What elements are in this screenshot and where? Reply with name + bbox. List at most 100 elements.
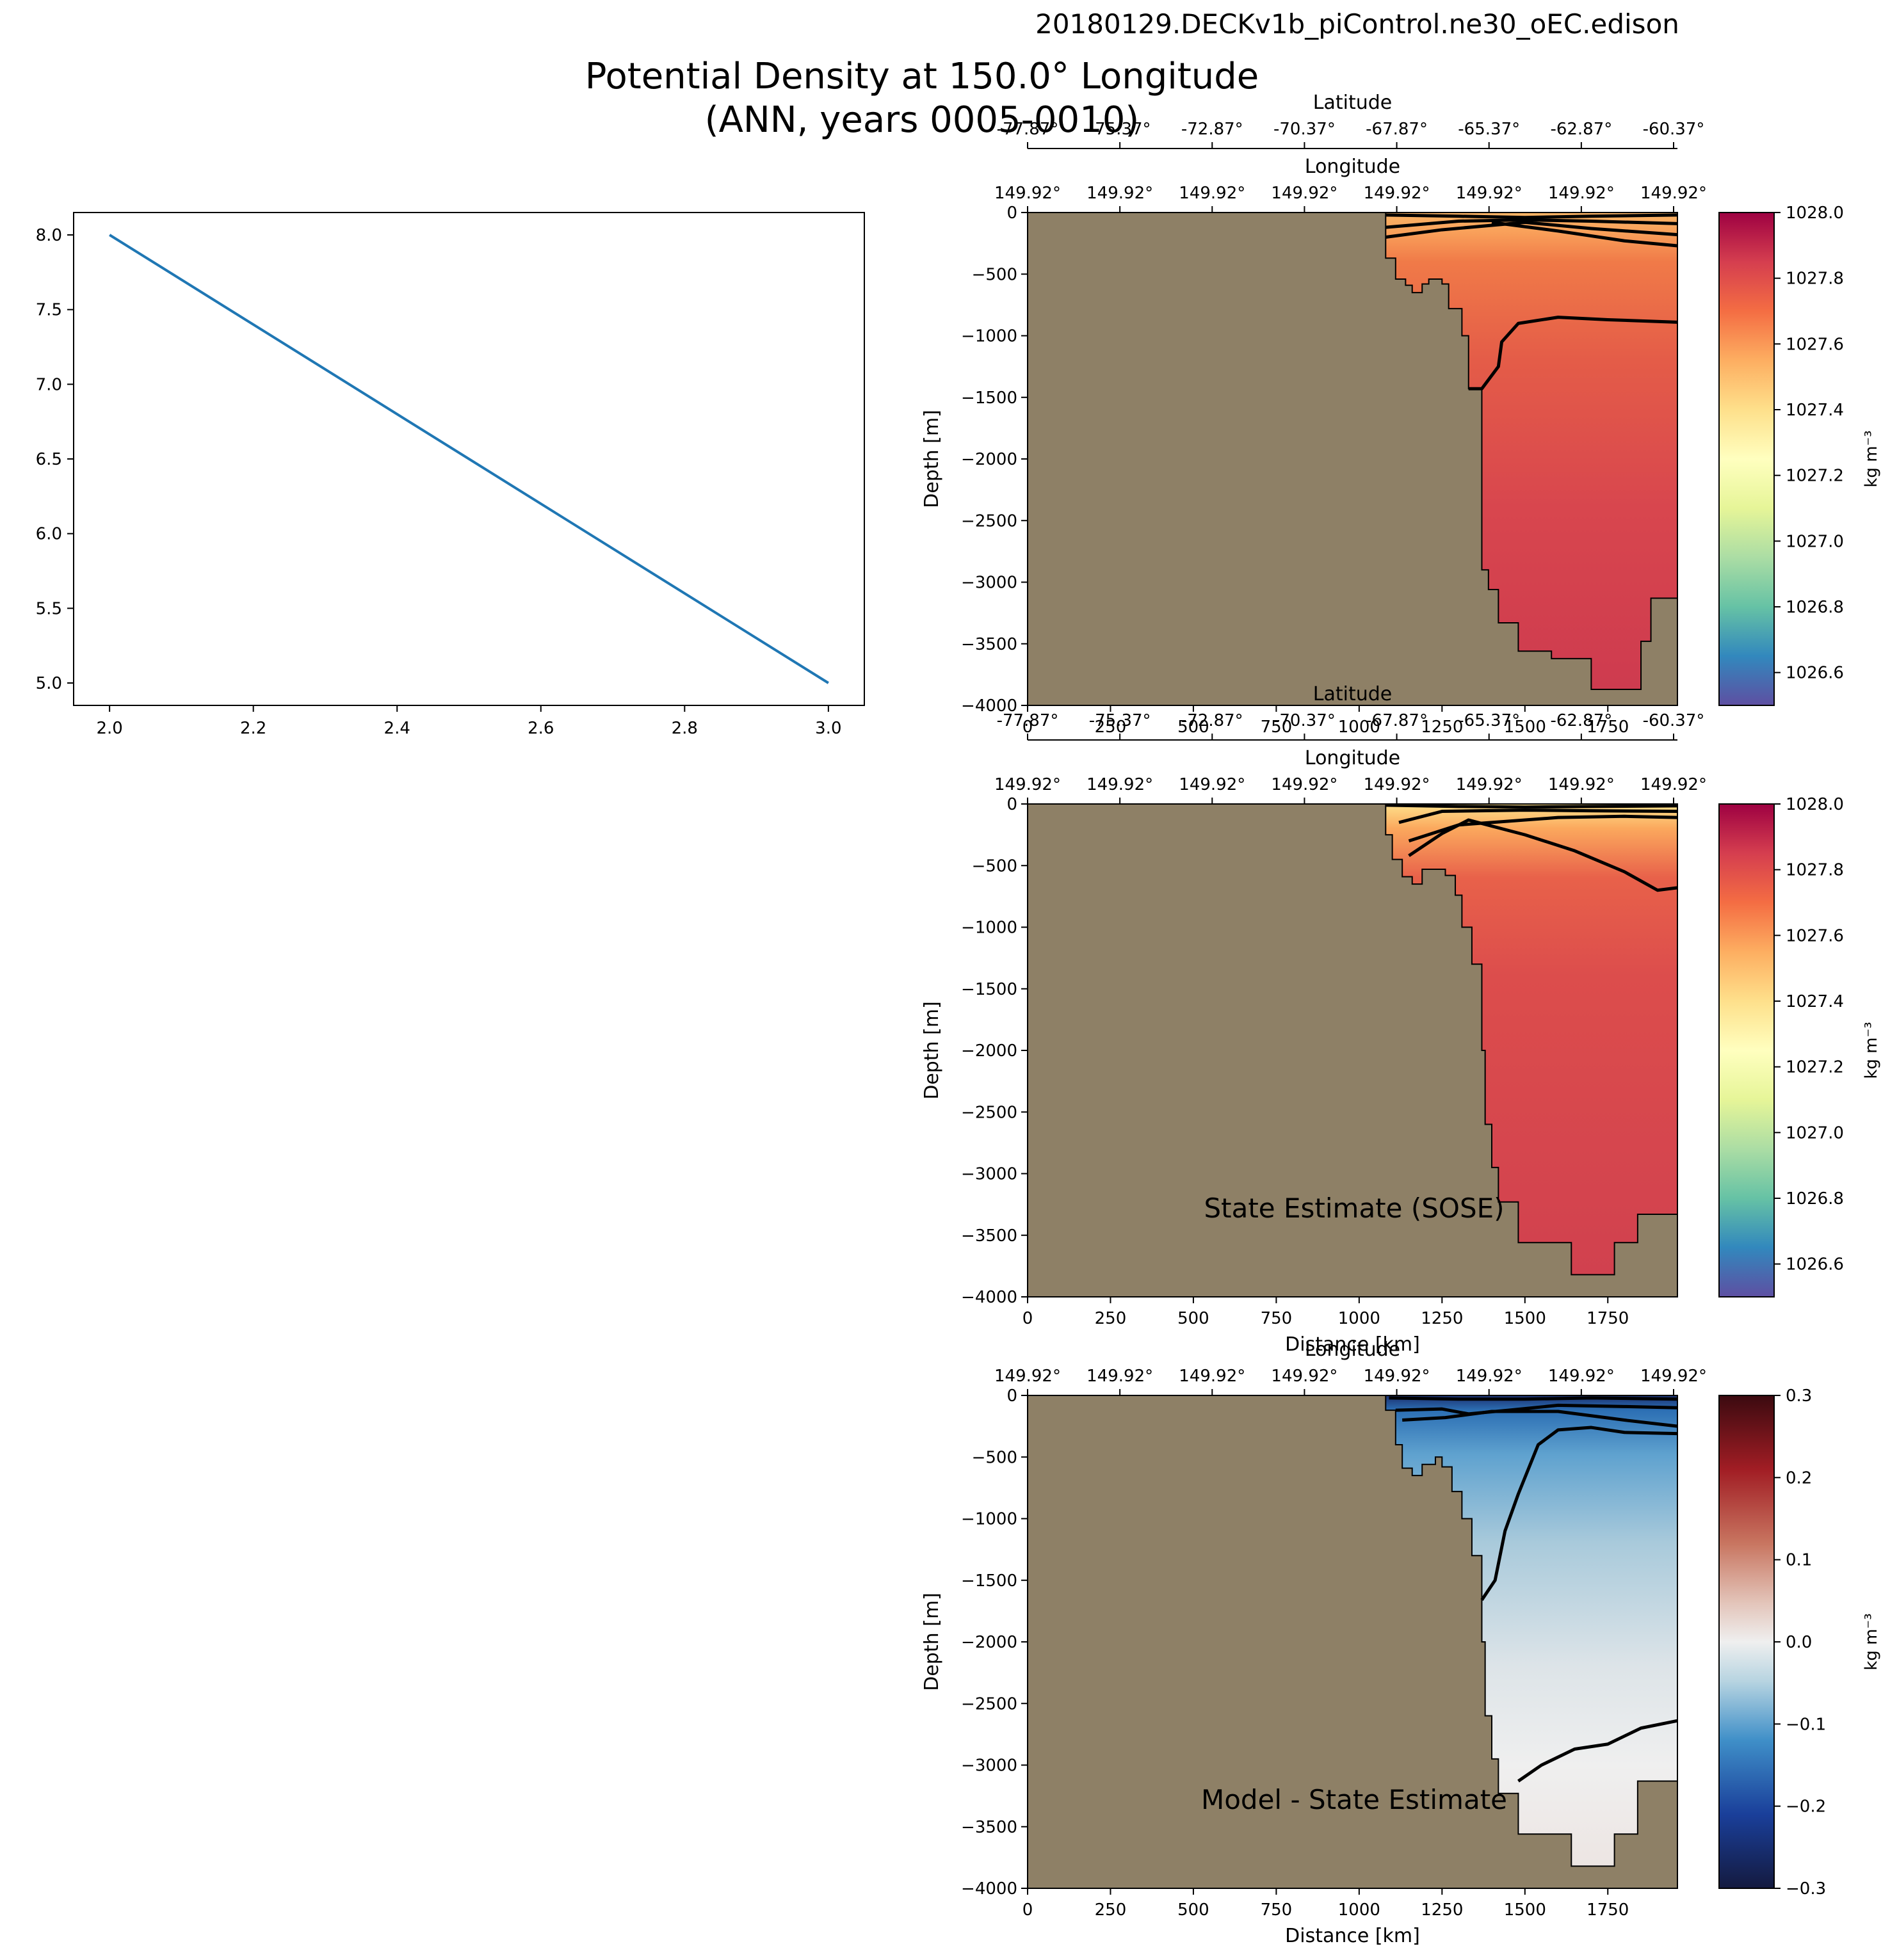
longitude-tick-label: 149.92° [1548,775,1615,794]
depth-tick-label: −3500 [961,635,1017,654]
density-contour [1398,808,1678,824]
depth-tick-label: −3000 [961,1756,1017,1776]
latitude-tick-label: -60.37° [1643,120,1705,139]
depth-tick-label: −500 [972,856,1017,876]
colorbar [1718,803,1775,1297]
sose-section-panel: 0 −500 −1000 −1500 −2000 −2500 −3000 −3500 −4000… [921,683,1881,1356]
depth-tick-label: −2000 [961,1633,1017,1652]
depth-tick-label: 0 [1006,1386,1017,1406]
y-tick-label: 7.0 [36,375,62,394]
x-tick-label: 2.6 [528,719,554,738]
data-line [109,234,829,684]
y-tick-label: 6.0 [36,525,62,544]
y-tick-label: 5.0 [36,674,62,693]
longitude-tick-label: 149.92° [1271,1367,1337,1386]
depth-tick-label: −1000 [961,919,1017,938]
longitude-axis-label: Longitude [1305,156,1400,178]
colorbar-tick-label: 1026.6 [1786,664,1844,683]
distance-tick-label: 0 [1022,1309,1033,1328]
latitude-tick-label: -65.37° [1458,120,1520,139]
latitude-tick-label: -72.87° [1181,711,1243,730]
longitude-tick-label: 149.92° [1179,775,1245,794]
colorbar-tick-label: 1026.8 [1786,598,1844,617]
longitude-tick-label: 149.92° [1179,1367,1245,1386]
longitude-tick-label: 149.92° [1456,184,1522,203]
longitude-tick-label: 149.92° [1364,775,1430,794]
distance-tick-label: 1750 [1587,1309,1629,1328]
latitude-tick-label: -67.87° [1366,120,1428,139]
density-contour [1480,1426,1678,1601]
depth-tick-label: −3000 [961,574,1017,593]
depth-tick-label: −500 [972,1448,1017,1467]
depth-tick-label: −1500 [961,389,1017,408]
depth-tick-label: −1000 [961,327,1017,346]
distance-tick-label: 0 [1022,1900,1033,1920]
depth-tick-label: −3500 [961,1226,1017,1246]
longitude-tick-label: 149.92° [994,1367,1061,1386]
x-tick-label: 2.0 [96,719,122,738]
density-contour [1389,1396,1678,1401]
colorbar [1718,212,1775,706]
x-tick-label: 3.0 [815,719,841,738]
panel-annotation: State Estimate (SOSE) [1204,1193,1504,1224]
longitude-tick-label: 149.92° [1640,775,1707,794]
x-tick-label: 2.2 [240,719,266,738]
land-mask [1027,803,1678,1297]
depth-tick-label: −2500 [961,1103,1017,1122]
latitude-tick-label: -65.37° [1458,711,1520,730]
distance-tick-label: 1750 [1587,718,1629,737]
colorbar-tick-label: 1028.0 [1786,204,1844,223]
distance-tick-label: 1000 [1338,718,1380,737]
colorbar-tick-label: 0.2 [1786,1468,1812,1488]
y-tick-label: 5.5 [36,599,62,618]
colorbar-tick-label: 1027.2 [1786,1058,1844,1077]
colorbar-tick-label: 1027.6 [1786,926,1844,945]
latitude-tick-label: -75.37° [1089,120,1151,139]
longitude-tick-label: 149.92° [1271,775,1337,794]
colorbar-tick-label: 0.0 [1786,1633,1812,1652]
colorbar-tick-label: 1027.2 [1786,467,1844,486]
depth-tick-label: −1000 [961,1510,1017,1529]
distance-tick-label: 500 [1177,718,1209,737]
depth-tick-label: −4000 [961,696,1017,716]
longitude-tick-label: 149.92° [1548,1367,1615,1386]
density-contour [1468,316,1678,390]
colorbar-tick-label: 1027.4 [1786,401,1844,420]
longitude-tick-label: 149.92° [1179,184,1245,203]
depth-tick-label: −2000 [961,450,1017,469]
longitude-tick-label: 149.92° [1548,184,1615,203]
depth-tick-label: −1500 [961,980,1017,999]
longitude-tick-label: 149.92° [1086,775,1153,794]
distance-tick-label: 1500 [1504,1900,1546,1920]
distance-tick-label: 1250 [1421,1309,1463,1328]
x-tick-label: 2.4 [384,719,410,738]
distance-tick-label: 750 [1261,718,1293,737]
latitude-tick-label: -72.87° [1181,120,1243,139]
depth-tick-label: 0 [1006,204,1017,223]
depth-tick-label: −3000 [961,1165,1017,1184]
colorbar-label: kg m⁻³ [1862,1613,1881,1670]
colorbar-tick-label: 1026.6 [1786,1255,1844,1274]
longitude-tick-label: 149.92° [994,775,1061,794]
depth-tick-label: −500 [972,265,1017,284]
longitude-tick-label: 149.92° [1640,184,1707,203]
depth-tick-label: −1500 [961,1571,1017,1591]
density-contour [1385,220,1678,239]
distance-tick-label: 1250 [1421,718,1463,737]
colorbar-tick-label: 1027.4 [1786,992,1844,1011]
latitude-tick-label: -67.87° [1366,711,1428,730]
latitude-tick-label: -60.37° [1643,711,1705,730]
latitude-axis-label: Latitude [1313,92,1392,114]
longitude-axis-label: Longitude [1305,1338,1400,1361]
colorbar-tick-label: 1027.0 [1786,532,1844,551]
longitude-tick-label: 149.92° [1456,775,1522,794]
longitude-axis-label: Longitude [1305,747,1400,769]
density-contour [1385,218,1678,229]
density-contour [1517,1719,1678,1783]
line-plot-panel: 2.0 2.2 2.4 2.6 2.8 3.0 5.0 5.5 6.0 6.5 7.0 7.5 8.0 [36,212,865,738]
longitude-tick-label: 149.92° [1271,184,1337,203]
depth-tick-label: −2500 [961,1694,1017,1714]
longitude-tick-label: 149.92° [1086,1367,1153,1386]
colorbar-tick-label: 1026.8 [1786,1189,1844,1209]
distance-tick-label: 1000 [1338,1309,1380,1328]
